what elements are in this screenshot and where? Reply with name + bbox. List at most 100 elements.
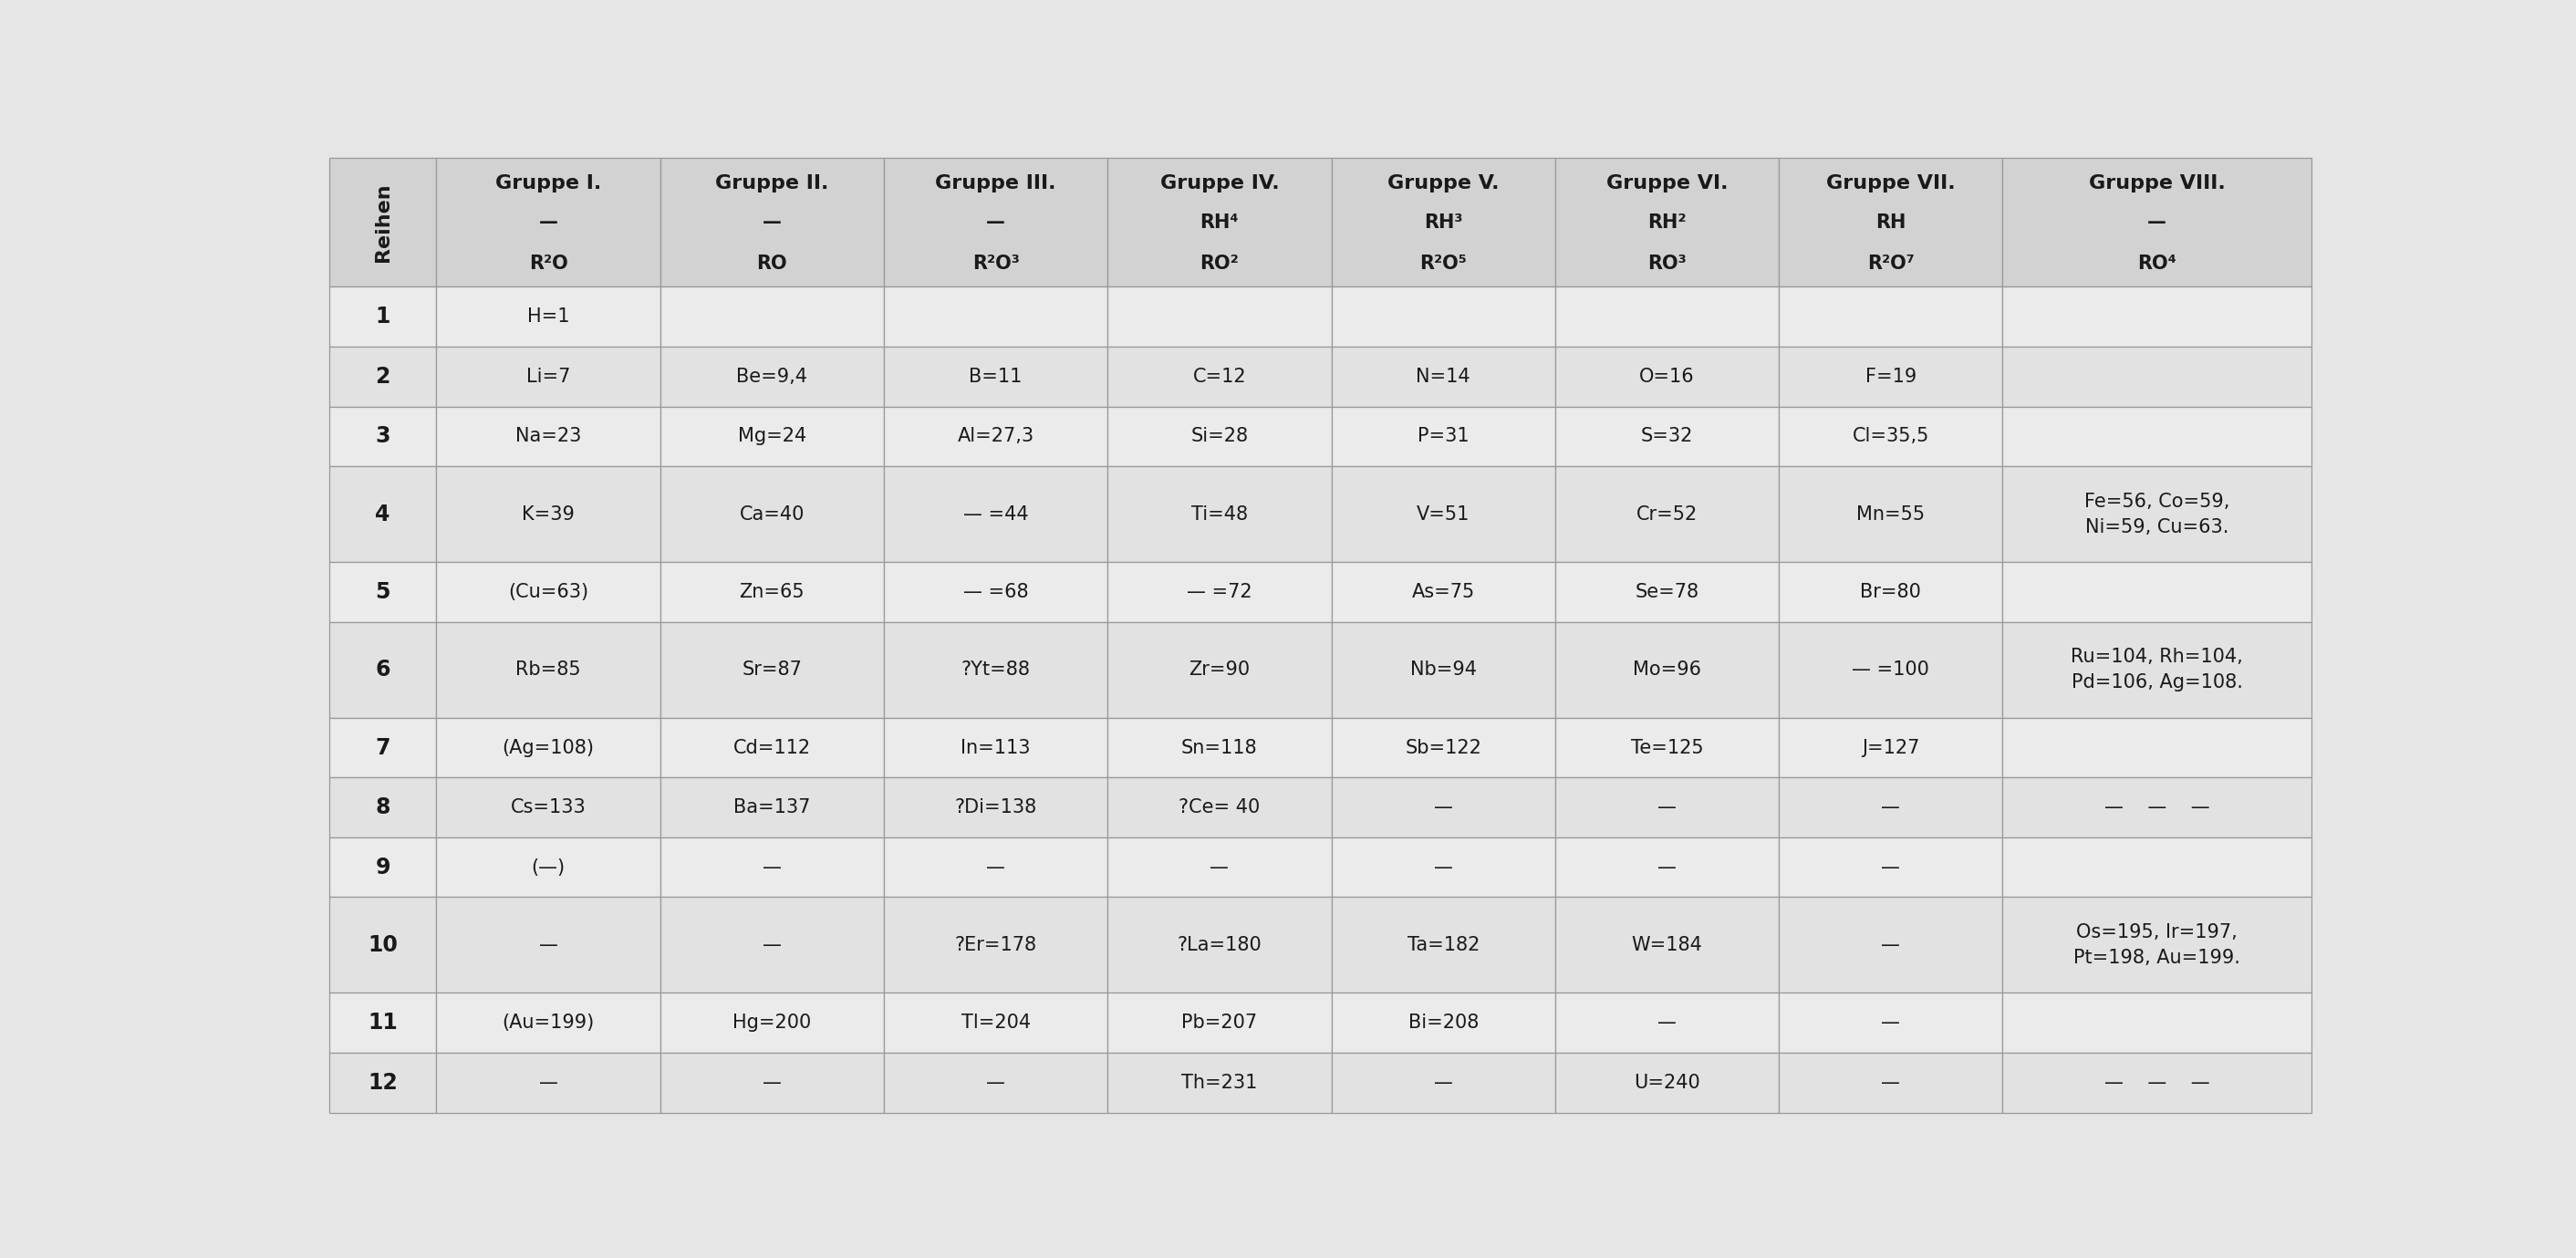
Bar [1108,838,1332,897]
Bar [1332,287,1556,347]
Text: Li=7: Li=7 [526,367,569,386]
Text: —: — [762,936,781,954]
Text: RH³: RH³ [1425,214,1463,231]
Bar [1108,562,1332,621]
Text: Ba=137: Ba=137 [734,799,811,816]
Text: —    —    —: — — — [2105,1073,2210,1092]
Text: H=1: H=1 [528,308,569,326]
Bar [884,287,1108,347]
Text: V=51: V=51 [1417,506,1471,523]
Bar [1556,717,1780,777]
Text: Mg=24: Mg=24 [737,428,806,445]
Bar [884,777,1108,838]
Bar [330,777,435,838]
Text: O=16: O=16 [1638,367,1695,386]
Text: RO³: RO³ [1649,254,1687,273]
Text: Ti=48: Ti=48 [1190,506,1247,523]
Text: C=12: C=12 [1193,367,1247,386]
Text: P=31: P=31 [1417,428,1468,445]
Text: 7: 7 [376,737,392,759]
Bar [1332,1053,1556,1112]
Bar [1108,347,1332,406]
Text: (Au=199): (Au=199) [502,1014,595,1032]
Text: —: — [987,858,1005,877]
Text: —: — [2148,214,2166,231]
Bar [659,777,884,838]
Bar [1780,717,2002,777]
Bar [330,838,435,897]
Text: Te=125: Te=125 [1631,738,1703,757]
Text: (—): (—) [531,858,564,877]
Bar [659,838,884,897]
Text: —: — [538,1073,559,1092]
Text: —: — [1435,1073,1453,1092]
Bar [1108,621,1332,717]
Bar [1556,347,1780,406]
Text: W=184: W=184 [1631,936,1703,954]
Bar [1556,777,1780,838]
Text: —: — [1880,1014,1901,1032]
Text: B=11: B=11 [969,367,1023,386]
Bar [435,897,659,993]
Text: R²O⁷: R²O⁷ [1868,254,1914,273]
Bar [435,562,659,621]
Bar [884,1053,1108,1112]
Text: Se=78: Se=78 [1636,582,1700,601]
Bar [1332,467,1556,562]
Bar [659,406,884,467]
Bar [1780,287,2002,347]
Text: Pb=207: Pb=207 [1182,1014,1257,1032]
Text: Ca=40: Ca=40 [739,506,804,523]
Text: Na=23: Na=23 [515,428,582,445]
Bar [2002,159,2311,287]
Text: In=113: In=113 [961,738,1030,757]
Text: 6: 6 [376,659,392,681]
Text: Nb=94: Nb=94 [1409,660,1476,679]
Text: 4: 4 [376,503,389,525]
Text: 5: 5 [376,581,392,603]
Text: Sr=87: Sr=87 [742,660,801,679]
Bar [2002,287,2311,347]
Text: R²O³: R²O³ [971,254,1020,273]
Bar [659,993,884,1053]
Text: K=39: K=39 [523,506,574,523]
Bar [330,621,435,717]
Text: Bi=208: Bi=208 [1409,1014,1479,1032]
Text: — =72: — =72 [1188,582,1252,601]
Text: As=75: As=75 [1412,582,1476,601]
Text: —    —    —: — — — [2105,799,2210,816]
Text: 12: 12 [368,1072,397,1093]
Bar [1108,406,1332,467]
Text: R²O⁵: R²O⁵ [1419,254,1466,273]
Bar [1332,406,1556,467]
Text: —: — [1435,799,1453,816]
Bar [1556,838,1780,897]
Bar [659,562,884,621]
Bar [884,406,1108,467]
Bar [1556,406,1780,467]
Bar [1108,717,1332,777]
Text: RH: RH [1875,214,1906,231]
Bar [330,562,435,621]
Bar [1108,287,1332,347]
Text: Br=80: Br=80 [1860,582,1922,601]
Text: ?La=180: ?La=180 [1177,936,1262,954]
Bar [884,717,1108,777]
Bar [1108,897,1332,993]
Bar [1332,621,1556,717]
Text: Os=195, Ir=197,
Pt=198, Au=199.: Os=195, Ir=197, Pt=198, Au=199. [2074,923,2241,967]
Text: Reihen: Reihen [374,182,392,262]
Bar [659,347,884,406]
Text: Si=28: Si=28 [1190,428,1249,445]
Text: —: — [762,858,781,877]
Bar [659,1053,884,1112]
Bar [1780,347,2002,406]
Bar [1780,897,2002,993]
Bar [330,287,435,347]
Text: — =44: — =44 [963,506,1028,523]
Text: (Cu=63): (Cu=63) [507,582,587,601]
Bar [435,838,659,897]
Text: Be=9,4: Be=9,4 [737,367,809,386]
Bar [1556,159,1780,287]
Bar [1108,467,1332,562]
